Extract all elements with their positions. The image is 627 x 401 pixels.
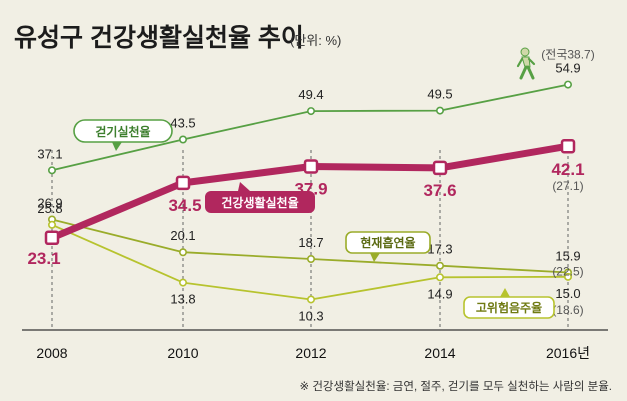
value-label-walking: 49.5 bbox=[427, 87, 452, 102]
tag-health-box bbox=[205, 191, 315, 213]
x-tick-label: 2016년 bbox=[546, 345, 590, 361]
point-walking bbox=[435, 106, 444, 115]
value-label-health: 37.6 bbox=[423, 181, 456, 200]
tag-health-pointer bbox=[238, 182, 250, 191]
value-label-drinking: 15.0 bbox=[555, 286, 580, 301]
x-tick-label: 2008 bbox=[36, 345, 67, 361]
annotation-health-national: (27.1) bbox=[552, 179, 583, 193]
annotation-walking-national: (전국38.7) bbox=[541, 48, 594, 62]
point-drinking bbox=[563, 272, 572, 281]
point-drinking bbox=[306, 295, 315, 304]
tag-walking-pointer bbox=[112, 142, 122, 151]
value-label-health: 34.5 bbox=[168, 196, 201, 215]
value-label-walking: 43.5 bbox=[170, 116, 195, 131]
point-health bbox=[560, 138, 576, 154]
unit-label: (단위: %) bbox=[290, 33, 341, 48]
x-axis-ticks: 2008 2010 2012 2014 2016년 bbox=[36, 345, 590, 361]
value-labels: 37.143.549.4 49.554.923.134.537.9 37.642.1… bbox=[27, 48, 594, 324]
walking-person-icon bbox=[516, 47, 536, 80]
point-smoking bbox=[179, 248, 188, 257]
tag-drinking: 고위험음주율 bbox=[463, 288, 555, 319]
annotation-drinking-national: (18.6) bbox=[552, 303, 583, 317]
tag-walking-label: 걷기실천율 bbox=[95, 124, 150, 139]
series-group bbox=[44, 80, 576, 304]
tag-smoking: 현재흡연율 bbox=[345, 231, 431, 262]
point-health bbox=[432, 160, 448, 176]
tag-smoking-pointer bbox=[370, 253, 380, 262]
point-health bbox=[44, 230, 60, 246]
point-drinking bbox=[435, 273, 444, 282]
value-label-walking: 54.9 bbox=[555, 61, 580, 76]
tag-drinking-label: 고위험음주율 bbox=[476, 300, 542, 315]
x-tick-label: 2010 bbox=[167, 345, 198, 361]
tag-smoking-label: 현재흡연율 bbox=[360, 235, 415, 250]
tag-walking: 걷기실천율 bbox=[73, 119, 173, 151]
point-health bbox=[303, 159, 319, 174]
point-walking bbox=[306, 107, 315, 116]
value-label-health: 23.1 bbox=[27, 249, 60, 268]
tag-health-label: 건강생활실천율 bbox=[221, 195, 298, 210]
x-tick-label: 2014 bbox=[424, 345, 455, 361]
value-label-smoking: 26.9 bbox=[37, 195, 62, 210]
point-drinking bbox=[47, 220, 56, 229]
point-health bbox=[175, 175, 191, 191]
value-label-smoking: 17.3 bbox=[427, 242, 452, 257]
footnote: ※ 건강생활실천율: 금연, 절주, 걷기를 모두 실천하는 사람의 분율. bbox=[300, 379, 612, 393]
point-smoking bbox=[435, 261, 444, 270]
point-walking bbox=[179, 135, 188, 144]
annotation-smoking-national: (22.5) bbox=[552, 264, 583, 278]
chart-title: 유성구 건강생활실천율 추이 bbox=[14, 24, 304, 52]
point-smoking bbox=[306, 254, 315, 263]
x-tick-label: 2012 bbox=[295, 345, 326, 361]
tag-drinking-pointer bbox=[500, 288, 510, 297]
value-label-drinking: 25.8 bbox=[37, 201, 62, 216]
point-walking bbox=[563, 80, 572, 89]
value-label-walking: 49.4 bbox=[298, 87, 323, 102]
value-label-smoking: 18.7 bbox=[298, 235, 323, 250]
value-label-health: 42.1 bbox=[551, 160, 584, 179]
value-label-drinking: 10.3 bbox=[298, 308, 323, 323]
point-walking bbox=[47, 166, 56, 175]
value-label-drinking: 14.9 bbox=[427, 286, 452, 301]
tag-health: 건강생활실천율 bbox=[205, 182, 315, 213]
value-label-walking: 37.1 bbox=[37, 146, 62, 161]
tag-walking-box bbox=[73, 119, 173, 143]
tag-smoking-box bbox=[345, 231, 431, 254]
value-label-drinking: 13.8 bbox=[170, 292, 195, 307]
point-drinking bbox=[179, 278, 188, 287]
value-label-smoking: 20.1 bbox=[170, 228, 195, 243]
value-label-smoking: 15.9 bbox=[555, 248, 580, 263]
